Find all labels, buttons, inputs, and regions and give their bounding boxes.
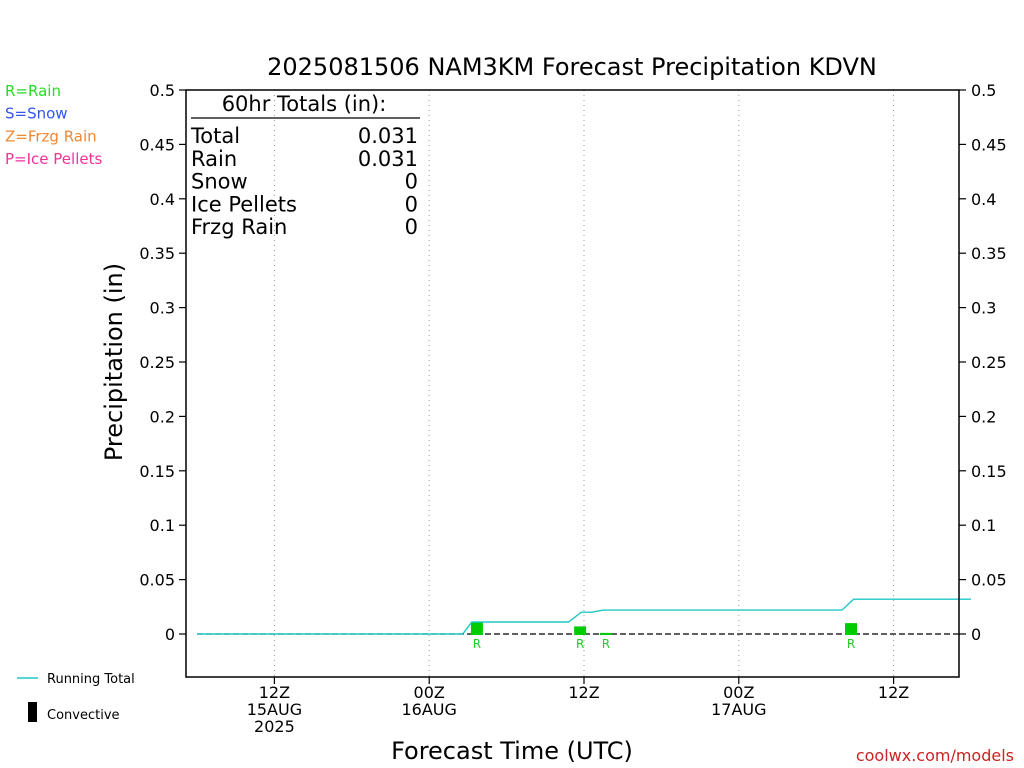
vertical-grid-lines (273, 90, 895, 677)
y-ticks-left: 0.5 0.45 0.4 0.35 0.3 0.25 0.2 0.15 0.1 0.05 0 (139, 81, 186, 644)
x-tick-label: 17AUG (711, 700, 766, 719)
totals-row-value: 0.031 (358, 124, 418, 148)
y-tick-label: 0.1 (971, 516, 996, 535)
credit-text: coolwx.com/models (856, 746, 1014, 765)
y-tick-label: 0.2 (150, 407, 175, 426)
chart-title: 2025081506 NAM3KM Forecast Precipitation… (267, 53, 877, 81)
totals-header: 60hr Totals (in): (222, 92, 387, 116)
totals-box: 60hr Totals (in): Total 0.031 Rain 0.031 Snow… (190, 92, 420, 239)
line-legend: Running Total Convective (17, 672, 135, 723)
y-ticks-right: 0.5 0.45 0.4 0.35 0.3 0.25 0.2 0.15 0.1 0.05 0 (959, 81, 1007, 644)
precip-type-label: R (576, 637, 584, 651)
legend-entry-label: Convective (47, 708, 120, 723)
legend-swatch-bar (28, 702, 37, 722)
precip-bar (470, 622, 483, 635)
x-tick-label: 12Z (259, 683, 290, 702)
y-tick-label: 0.35 (139, 244, 175, 263)
plot-frame (185, 89, 960, 678)
totals-row-value: 0.031 (358, 147, 418, 171)
type-legend-entry: S=Snow (5, 105, 68, 123)
y-tick-label: 0.5 (971, 81, 996, 100)
x-tick-label: 2025 (254, 717, 295, 736)
x-tick-label: 12Z (878, 683, 909, 702)
precip-bars (470, 622, 858, 635)
totals-row-label: Frzg Rain (191, 215, 287, 239)
totals-row-label: Rain (191, 147, 237, 171)
precip-type-label: R (847, 637, 855, 651)
type-legend-entry: Z=Frzg Rain (5, 127, 97, 145)
precip-type-label: R (602, 637, 610, 651)
y-axis-label: Precipitation (in) (100, 263, 128, 461)
y-tick-label: 0.45 (971, 135, 1007, 154)
precip-type-legend: R=Rain S=Snow Z=Frzg Rain P=Ice Pellets (5, 82, 102, 168)
y-tick-label: 0.3 (150, 299, 175, 318)
type-legend-entry: R=Rain (5, 82, 61, 100)
y-tick-label: 0.3 (971, 299, 996, 318)
precip-bar (599, 632, 612, 635)
series-lines (197, 598, 971, 635)
y-tick-label: 0.05 (139, 571, 175, 590)
y-tick-label: 0.35 (971, 244, 1007, 263)
y-tick-label: 0.25 (971, 353, 1007, 372)
y-tick-label: 0.4 (971, 190, 996, 209)
y-tick-label: 0.1 (150, 516, 175, 535)
totals-row-value: 0 (405, 192, 418, 216)
y-tick-label: 0.5 (150, 81, 175, 100)
y-tick-label: 0.45 (139, 135, 175, 154)
x-tick-label: 00Z (723, 683, 754, 702)
series-line-running-total (197, 598, 971, 635)
precip-type-label: R (473, 637, 481, 651)
legend-entry-label: Running Total (47, 672, 135, 687)
x-tick-label: 15AUG (247, 700, 302, 719)
precip-bar (845, 623, 858, 635)
totals-row-value: 0 (405, 215, 418, 239)
x-axis-label: Forecast Time (UTC) (391, 737, 633, 765)
x-tick-label: 00Z (414, 683, 445, 702)
x-tick-label: 16AUG (401, 700, 456, 719)
y-tick-label: 0 (971, 625, 981, 644)
x-tick-label: 12Z (568, 683, 599, 702)
y-tick-label: 0 (165, 625, 175, 644)
y-tick-label: 0.2 (971, 407, 996, 426)
totals-row-value: 0 (405, 170, 418, 194)
y-tick-label: 0.05 (971, 571, 1007, 590)
totals-row-label: Total (190, 124, 240, 148)
y-tick-label: 0.15 (139, 462, 175, 481)
type-legend-entry: P=Ice Pellets (5, 150, 102, 168)
precip-bar (574, 626, 587, 635)
totals-row-label: Ice Pellets (191, 192, 297, 216)
totals-row-label: Snow (191, 170, 248, 194)
y-tick-label: 0.15 (971, 462, 1007, 481)
y-tick-label: 0.25 (139, 353, 175, 372)
y-tick-label: 0.4 (150, 190, 175, 209)
